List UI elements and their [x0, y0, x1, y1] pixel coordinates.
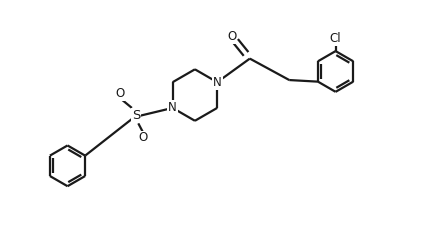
Text: O: O [115, 87, 124, 100]
Text: O: O [227, 30, 236, 43]
Text: Cl: Cl [329, 32, 341, 45]
Text: N: N [212, 76, 221, 89]
Text: N: N [168, 101, 177, 114]
Text: O: O [138, 131, 147, 144]
Text: S: S [132, 109, 140, 122]
